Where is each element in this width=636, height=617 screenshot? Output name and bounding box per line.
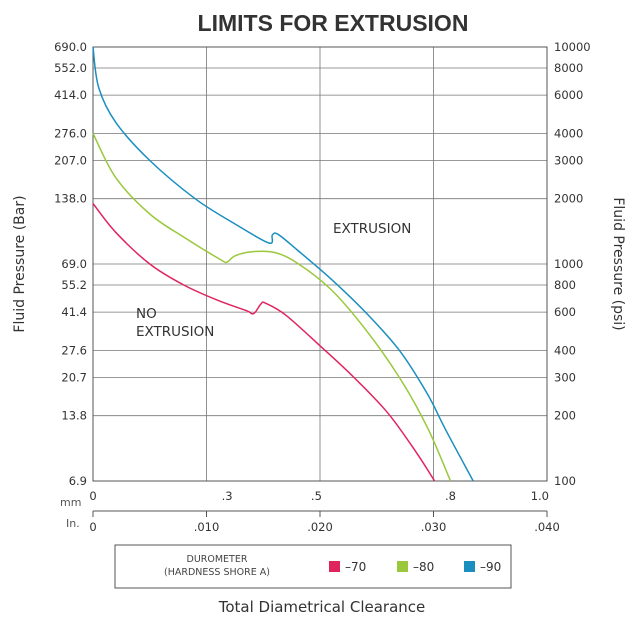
y-tick-label-right: 1000 bbox=[554, 257, 583, 271]
y-tick-label-left: 27.6 bbox=[61, 343, 87, 357]
y-tick-label-left: 690.0 bbox=[54, 40, 87, 54]
y-tick-label-right: 400 bbox=[554, 343, 576, 357]
y-tick-label-left: 276.0 bbox=[54, 126, 87, 140]
extrusion-annotation: EXTRUSION bbox=[333, 221, 411, 237]
x-tick-label-in: .010 bbox=[194, 520, 220, 534]
y-tick-label-left: 20.7 bbox=[61, 370, 87, 384]
y-axis-right-title: Fluid Pressure (psi) bbox=[610, 197, 626, 330]
y-tick-label-left: 69.0 bbox=[61, 257, 87, 271]
x-tick-label-mm: .5 bbox=[311, 489, 322, 503]
no-extrusion-annotation-line2: EXTRUSION bbox=[136, 324, 214, 340]
x-axis-title: Total Diametrical Clearance bbox=[218, 598, 426, 616]
y-tick-label-left: 6.9 bbox=[69, 474, 87, 488]
legend-swatch bbox=[464, 561, 475, 572]
legend-items: –70 –80 –90 bbox=[329, 560, 501, 574]
legend-swatch bbox=[397, 561, 408, 572]
y-tick-label-right: 800 bbox=[554, 278, 576, 292]
x-tick-label-mm: 1.0 bbox=[531, 489, 549, 503]
legend-title-line1: DUROMETER bbox=[187, 554, 248, 565]
x-axis-mm: 0 .3 .5 .8 1.0 bbox=[89, 489, 549, 503]
y-axis-left-title: Fluid Pressure (Bar) bbox=[12, 195, 28, 332]
y-tick-label-right: 3000 bbox=[554, 153, 583, 167]
y-tick-label-left: 55.2 bbox=[61, 278, 87, 292]
y-tick-label-right: 600 bbox=[554, 305, 576, 319]
y-tick-label-right: 4000 bbox=[554, 126, 583, 140]
y-tick-label-left: 13.8 bbox=[61, 409, 87, 423]
grid bbox=[93, 46, 547, 482]
series-line-1 bbox=[92, 203, 436, 482]
y-tick-label-left: 41.4 bbox=[61, 305, 87, 319]
legend-label: –70 bbox=[345, 560, 366, 574]
y-tick-label-right: 8000 bbox=[554, 61, 583, 75]
legend-box bbox=[114, 544, 512, 589]
x-tick-label-in: .040 bbox=[534, 520, 560, 534]
series-lines bbox=[92, 46, 474, 482]
y-tick-label-right: 100 bbox=[554, 474, 576, 488]
y-tick-label-right: 200 bbox=[554, 409, 576, 423]
y-tick-label-right: 10000 bbox=[554, 40, 591, 54]
y-axis-right: 100 200 300 400 600 800 1000 2000 3000 4000 6000 80… bbox=[554, 40, 591, 488]
y-tick-label-left: 552.0 bbox=[54, 61, 87, 75]
series-line-3 bbox=[92, 46, 474, 482]
legend-swatch bbox=[329, 561, 340, 572]
y-tick-label-left: 207.0 bbox=[54, 153, 87, 167]
x-unit-mm: mm bbox=[60, 496, 81, 509]
y-tick-label-right: 6000 bbox=[554, 88, 583, 102]
legend-label: –90 bbox=[480, 560, 501, 574]
legend-label: –80 bbox=[413, 560, 434, 574]
plot-frame bbox=[92, 46, 548, 482]
no-extrusion-annotation-line1: NO bbox=[136, 306, 157, 322]
y-tick-label-right: 300 bbox=[554, 370, 576, 384]
y-axis-left: 6.9 13.8 20.7 27.6 41.4 55.2 69.0 138.0 207.0 276… bbox=[54, 40, 87, 488]
y-tick-label-left: 138.0 bbox=[54, 192, 87, 206]
x-tick-label-in: .020 bbox=[307, 520, 333, 534]
x-tick-label-in: .030 bbox=[421, 520, 447, 534]
y-tick-label-right: 2000 bbox=[554, 192, 583, 206]
chart-title: LIMITS FOR EXTRUSION bbox=[198, 10, 469, 36]
x-tick-label-mm: 0 bbox=[89, 489, 96, 503]
x-tick-label-in: 0 bbox=[89, 520, 96, 534]
series-line-2 bbox=[92, 133, 452, 482]
legend-title-line2: (HARDNESS SHORE A) bbox=[164, 567, 270, 578]
x-tick-label-mm: .8 bbox=[445, 489, 456, 503]
x-unit-in: In. bbox=[66, 517, 80, 530]
x-tick-label-mm: .3 bbox=[222, 489, 233, 503]
y-tick-label-left: 414.0 bbox=[54, 88, 87, 102]
x-axis-in: 0 .010 .020 .030 .040 bbox=[89, 511, 560, 534]
